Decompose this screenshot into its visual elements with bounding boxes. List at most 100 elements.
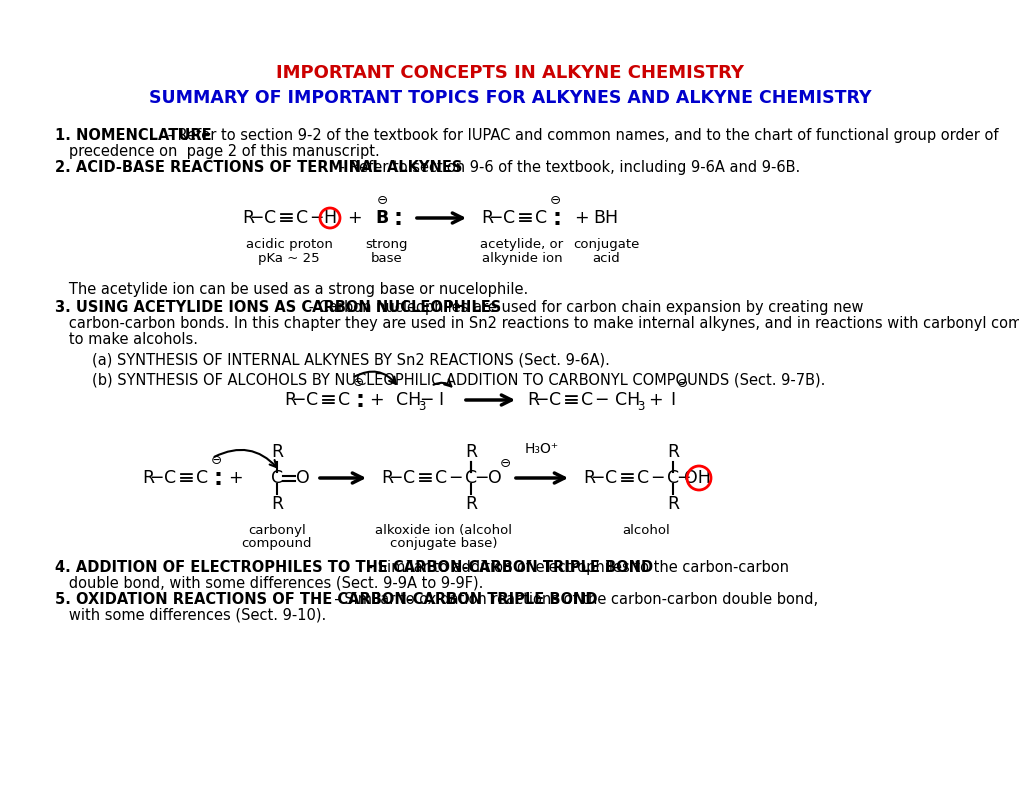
Text: SUMMARY OF IMPORTANT TOPICS FOR ALKYNES AND ALKYNE CHEMISTRY: SUMMARY OF IMPORTANT TOPICS FOR ALKYNES … bbox=[149, 89, 870, 107]
Text: I: I bbox=[669, 391, 675, 409]
Text: pKa ~ 25: pKa ~ 25 bbox=[258, 252, 320, 265]
Text: 1. NOMENCLATURE: 1. NOMENCLATURE bbox=[55, 128, 211, 143]
Text: R: R bbox=[271, 495, 283, 513]
Text: acid: acid bbox=[592, 252, 620, 265]
Text: ─: ─ bbox=[489, 209, 499, 227]
Text: R: R bbox=[481, 209, 492, 227]
Text: carbonyl: carbonyl bbox=[248, 524, 306, 537]
Text: ≡: ≡ bbox=[319, 391, 336, 410]
Text: C: C bbox=[534, 209, 546, 227]
Text: H₃O⁺: H₃O⁺ bbox=[525, 442, 558, 456]
Text: +: + bbox=[573, 209, 588, 227]
Text: OH: OH bbox=[683, 469, 710, 487]
Text: conjugate base): conjugate base) bbox=[390, 537, 497, 550]
Text: R: R bbox=[666, 443, 679, 461]
Text: R: R bbox=[283, 391, 296, 409]
Text: O: O bbox=[296, 469, 310, 487]
Text: R: R bbox=[465, 495, 477, 513]
Text: :: : bbox=[356, 388, 365, 411]
Text: R: R bbox=[271, 443, 283, 461]
Text: 2. ACID-BASE REACTIONS OF TERMINAL ALKYNES: 2. ACID-BASE REACTIONS OF TERMINAL ALKYN… bbox=[55, 160, 462, 175]
Text: base: base bbox=[371, 252, 403, 265]
Text: C: C bbox=[337, 391, 350, 409]
FancyArrowPatch shape bbox=[354, 372, 395, 384]
Text: :: : bbox=[214, 466, 223, 489]
Text: (a) SYNTHESIS OF INTERNAL ALKYNES BY Sn2 REACTIONS (Sect. 9-6A).: (a) SYNTHESIS OF INTERNAL ALKYNES BY Sn2… bbox=[55, 352, 609, 367]
Text: ⊖: ⊖ bbox=[549, 194, 560, 206]
Text: R: R bbox=[527, 391, 538, 409]
Text: O: O bbox=[488, 469, 501, 487]
FancyArrowPatch shape bbox=[214, 450, 276, 467]
Text: C: C bbox=[196, 469, 208, 487]
Text: ─: ─ bbox=[292, 391, 303, 409]
Text: 3: 3 bbox=[637, 400, 644, 412]
Text: - Carbon nucleophiles are used for carbon chain expansion by creating new: - Carbon nucleophiles are used for carbo… bbox=[304, 300, 863, 315]
Text: (b) SYNTHESIS OF ALCOHOLS BY NUCLEOPHILIC ADDITION TO CARBONYL COMPOUNDS (Sect. : (b) SYNTHESIS OF ALCOHOLS BY NUCLEOPHILI… bbox=[55, 372, 824, 387]
Text: ≡: ≡ bbox=[416, 469, 433, 488]
Text: C: C bbox=[403, 469, 415, 487]
Text: I: I bbox=[438, 391, 443, 409]
Text: 3: 3 bbox=[418, 400, 425, 412]
Text: +: + bbox=[346, 209, 361, 227]
Text: carbon-carbon bonds. In this chapter they are used in Sn2 reactions to make inte: carbon-carbon bonds. In this chapter the… bbox=[55, 316, 1019, 331]
Text: alkoxide ion (alcohol: alkoxide ion (alcohol bbox=[375, 524, 512, 537]
Text: 4. ADDITION OF ELECTROPHILES TO THE CARBON-CARBON TRIPLE BOND: 4. ADDITION OF ELECTROPHILES TO THE CARB… bbox=[55, 560, 652, 575]
Text: acidic proton: acidic proton bbox=[246, 238, 332, 251]
Text: C: C bbox=[264, 209, 276, 227]
Text: - Similar to oxidation reactions of the carbon-carbon double bond,: - Similar to oxidation reactions of the … bbox=[325, 592, 817, 607]
Text: B: B bbox=[375, 209, 388, 227]
Text: with some differences (Sect. 9-10).: with some differences (Sect. 9-10). bbox=[55, 608, 326, 623]
Text: compound: compound bbox=[242, 537, 312, 550]
Text: C: C bbox=[164, 469, 176, 487]
Text: R: R bbox=[666, 495, 679, 513]
Text: R: R bbox=[583, 469, 594, 487]
Text: strong: strong bbox=[366, 238, 408, 251]
Text: :: : bbox=[393, 206, 403, 229]
Text: The acetylide ion can be used as a strong base or nucelophile.: The acetylide ion can be used as a stron… bbox=[55, 282, 528, 297]
Text: C: C bbox=[666, 469, 679, 487]
Text: IMPORTANT CONCEPTS IN ALKYNE CHEMISTRY: IMPORTANT CONCEPTS IN ALKYNE CHEMISTRY bbox=[276, 64, 743, 82]
Text: CH: CH bbox=[614, 391, 640, 409]
Text: to make alcohols.: to make alcohols. bbox=[55, 332, 198, 347]
Text: +: + bbox=[368, 391, 383, 409]
FancyArrowPatch shape bbox=[433, 380, 450, 386]
Text: ─: ─ bbox=[651, 469, 661, 487]
Text: acetylide, or: acetylide, or bbox=[480, 238, 564, 251]
Text: ─: ─ bbox=[449, 469, 460, 487]
Text: ─: ─ bbox=[595, 391, 605, 409]
Text: CH: CH bbox=[395, 391, 421, 409]
Text: ─: ─ bbox=[151, 469, 161, 487]
Text: :: : bbox=[552, 206, 561, 229]
Text: ⊖: ⊖ bbox=[210, 454, 221, 466]
Text: +: + bbox=[227, 469, 243, 487]
Text: C: C bbox=[306, 391, 318, 409]
Text: H: H bbox=[323, 209, 336, 227]
Text: ≡: ≡ bbox=[618, 469, 635, 488]
Text: - Similar to addition of electrophiles to the carbon-carbon: - Similar to addition of electrophiles t… bbox=[363, 560, 789, 575]
Text: ≡: ≡ bbox=[277, 209, 294, 228]
Text: alcohol: alcohol bbox=[622, 524, 669, 537]
Text: C: C bbox=[604, 469, 616, 487]
Text: ─: ─ bbox=[535, 391, 546, 409]
Text: C: C bbox=[548, 391, 560, 409]
Text: precedence on  page 2 of this manuscript.: precedence on page 2 of this manuscript. bbox=[55, 144, 379, 159]
Text: C: C bbox=[581, 391, 592, 409]
Text: C: C bbox=[636, 469, 648, 487]
Text: ─: ─ bbox=[421, 391, 431, 409]
Text: ⊖: ⊖ bbox=[499, 456, 511, 470]
Text: C: C bbox=[465, 469, 477, 487]
Text: - Refer to section 9-2 of the textbook for IUPAC and common names, and to the ch: - Refer to section 9-2 of the textbook f… bbox=[163, 128, 998, 143]
Text: ─: ─ bbox=[677, 469, 688, 487]
Text: - Refer to section 9-6 of the textbook, including 9-6A and 9-6B.: - Refer to section 9-6 of the textbook, … bbox=[334, 160, 800, 175]
Text: double bond, with some differences (Sect. 9-9A to 9-9F).: double bond, with some differences (Sect… bbox=[55, 576, 483, 591]
Text: 3. USING ACETYLIDE IONS AS CARBON NUCLEOPHILES: 3. USING ACETYLIDE IONS AS CARBON NUCLEO… bbox=[55, 300, 500, 315]
Text: ⊖: ⊖ bbox=[676, 377, 687, 389]
Text: C: C bbox=[434, 469, 446, 487]
Text: C: C bbox=[296, 209, 308, 227]
Text: R: R bbox=[142, 469, 154, 487]
Text: ≡: ≡ bbox=[177, 469, 195, 488]
Text: C: C bbox=[271, 469, 283, 487]
Text: alkynide ion: alkynide ion bbox=[481, 252, 561, 265]
Text: ─: ─ bbox=[311, 209, 321, 227]
Text: R: R bbox=[380, 469, 392, 487]
